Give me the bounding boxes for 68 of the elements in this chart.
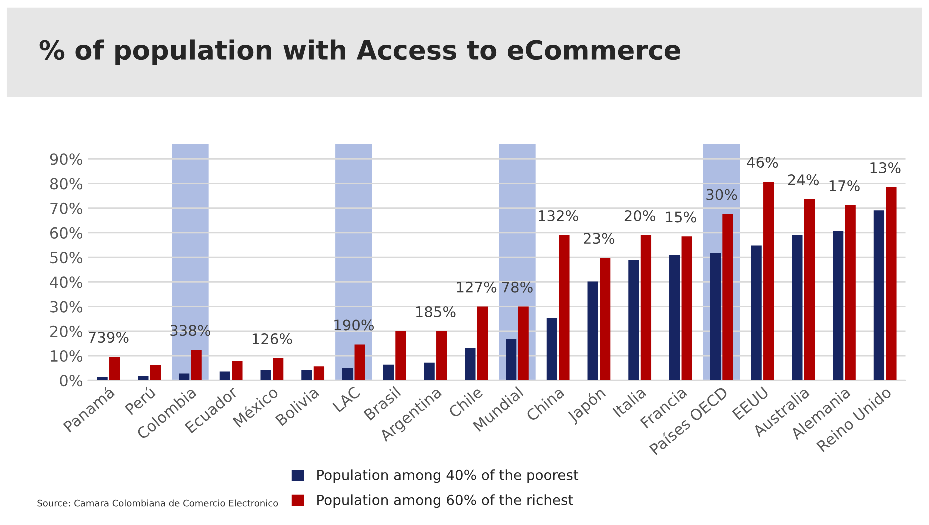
bar (600, 258, 611, 381)
bar (436, 331, 448, 381)
y-tick-label: 70% (50, 202, 83, 214)
bar (396, 331, 406, 381)
y-tick-label: 60% (50, 227, 83, 239)
y-tick-label: 40% (50, 276, 83, 288)
bar (273, 358, 284, 381)
annotation: 338% (170, 325, 210, 336)
annotation: 739% (89, 332, 129, 344)
annotation: 78% (502, 282, 533, 293)
bar (588, 282, 598, 381)
bar (518, 306, 529, 381)
bar (465, 348, 476, 381)
bar (314, 366, 325, 381)
annotation: 20% (624, 210, 656, 222)
annotation: 46% (747, 157, 778, 168)
y-tick-label: 0% (60, 375, 83, 387)
bar (354, 344, 366, 381)
annotation: 190% (334, 320, 374, 331)
bar (670, 255, 680, 381)
bar (559, 235, 570, 381)
bar (764, 182, 774, 381)
bar (342, 368, 354, 381)
bar (191, 350, 202, 381)
annotation: 132% (539, 210, 578, 222)
y-tick-label: 90% (50, 154, 83, 166)
bar (792, 235, 803, 381)
bar (150, 365, 162, 381)
annotation: 24% (788, 174, 819, 186)
bar (179, 374, 190, 381)
bar (804, 200, 816, 381)
bar (232, 361, 243, 381)
x-tick-label: LAC (332, 386, 361, 413)
bar (383, 364, 394, 381)
bar (110, 357, 120, 381)
y-tick-label: 20% (50, 326, 83, 338)
bar (477, 306, 488, 381)
bar (302, 370, 312, 381)
bar (628, 260, 640, 381)
bar (833, 231, 844, 381)
y-tick-label: 10% (51, 350, 83, 362)
annotation: 17% (830, 180, 860, 192)
bar (640, 235, 652, 381)
bar (751, 246, 762, 381)
annotation: 126% (252, 334, 292, 345)
bar (722, 214, 734, 381)
bar (424, 362, 435, 381)
annotation: 127% (457, 282, 497, 293)
legend-label: Population among 40% of the poorest (318, 470, 579, 484)
bar (260, 370, 272, 381)
annotation: 185% (416, 306, 456, 318)
chart-title: % of population with Access to eCommerce (40, 40, 680, 66)
bar (506, 340, 517, 381)
bar (874, 210, 885, 381)
annotation: 23% (584, 233, 615, 244)
y-tick-label: 50% (50, 252, 83, 264)
bar (682, 236, 692, 381)
annotation: 15% (666, 212, 696, 223)
y-tick-label: 80% (50, 178, 83, 190)
bar (845, 205, 856, 381)
source-note: Source: Camara Colombiana de Comercio Electronico (38, 500, 278, 507)
legend-label: Population among 60% of the richest (318, 494, 574, 508)
bar (886, 187, 897, 381)
annotation: 13% (870, 162, 901, 174)
y-tick-label: 30% (50, 301, 83, 313)
bar (546, 318, 558, 381)
annotation: 30% (706, 189, 738, 200)
bar (710, 253, 722, 381)
